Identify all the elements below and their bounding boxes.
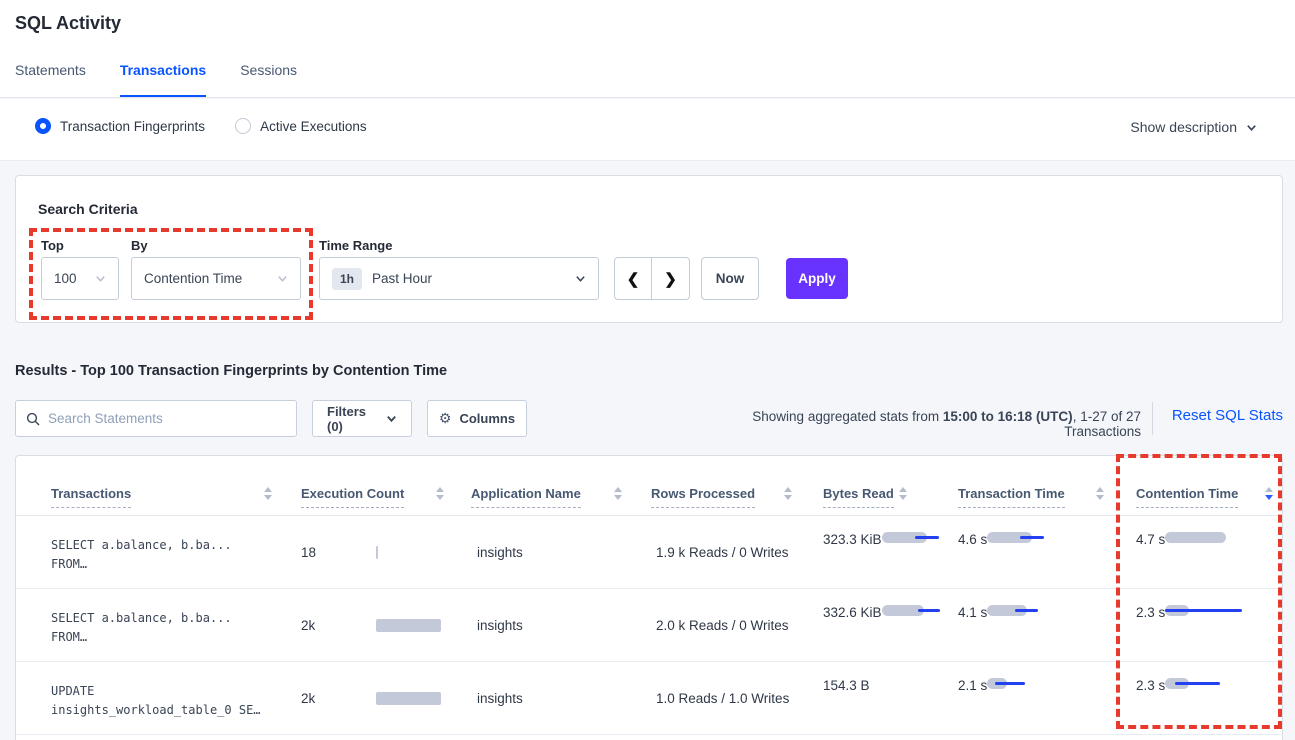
time-nav-group: ❮ ❯ bbox=[614, 257, 690, 300]
chevron-down-icon bbox=[576, 276, 585, 282]
col-header-contention-time[interactable]: Contention Time bbox=[1136, 486, 1239, 508]
col-header-transactions[interactable]: Transactions bbox=[51, 486, 132, 508]
rows-processed-cell: 1.0 Reads / 1.0 Writes bbox=[656, 691, 790, 706]
contention-time-cell: 4.7 s bbox=[1136, 532, 1227, 547]
sort-icon-transactions[interactable] bbox=[264, 487, 272, 500]
stats-time-range: 15:00 to 16:18 (UTC) bbox=[942, 409, 1073, 424]
sort-icon-transaction-time[interactable] bbox=[1096, 487, 1104, 500]
col-header-rows-processed[interactable]: Rows Processed bbox=[651, 486, 756, 508]
table-row: SELECT a.balance, b.ba... FROM… 18 insigh… bbox=[16, 516, 1282, 589]
table-row: SELECT a.balance, b.ba... FROM… 2k insigh… bbox=[16, 589, 1282, 662]
execution-count-bar bbox=[376, 692, 446, 705]
execution-count-cell: 18 bbox=[301, 545, 317, 560]
top-label: Top bbox=[41, 238, 64, 253]
chevron-down-icon bbox=[96, 276, 105, 282]
rows-processed-cell: 2.0 k Reads / 0 Writes bbox=[656, 618, 789, 633]
prev-time-button[interactable]: ❮ bbox=[615, 258, 652, 299]
radio-active-executions[interactable]: Active Executions bbox=[235, 118, 367, 134]
transaction-fingerprint-link[interactable]: SELECT a.balance, b.ba... FROM… bbox=[51, 611, 232, 644]
radio-unselected-icon bbox=[235, 118, 252, 134]
table-header-row: Transactions Execution Count Application… bbox=[16, 456, 1282, 516]
now-button[interactable]: Now bbox=[701, 257, 759, 300]
search-criteria-heading: Search Criteria bbox=[38, 201, 138, 217]
chevron-down-icon bbox=[387, 416, 396, 423]
col-header-transaction-time[interactable]: Transaction Time bbox=[958, 486, 1065, 508]
sort-icon-execution-count[interactable] bbox=[436, 487, 444, 500]
table-row: UPDATE insights_workload_table_0 SE… 2k i… bbox=[16, 662, 1282, 735]
bytes-read-cell: 323.3 KiB bbox=[823, 532, 939, 547]
execution-count-cell: 2k bbox=[301, 691, 316, 706]
view-toggle-band: Transaction Fingerprints Active Executio… bbox=[0, 99, 1295, 161]
search-statements-box bbox=[15, 400, 297, 437]
search-criteria-card: Search Criteria Top 100 By Contention Ti… bbox=[15, 175, 1283, 323]
transaction-time-cell: 4.6 s bbox=[958, 532, 1045, 547]
time-range-badge: 1h bbox=[332, 267, 363, 290]
col-header-application-name[interactable]: Application Name bbox=[471, 486, 581, 508]
application-name-cell: insights bbox=[477, 618, 523, 633]
radio-selected-icon bbox=[35, 118, 51, 134]
chevron-down-icon bbox=[1247, 124, 1256, 131]
top-select[interactable]: 100 bbox=[41, 257, 119, 300]
filters-button[interactable]: Filters (0) bbox=[312, 400, 412, 437]
time-range-select[interactable]: 1h Past Hour bbox=[319, 257, 599, 300]
execution-count-cell: 2k bbox=[301, 618, 316, 633]
gear-icon: ⚙ bbox=[438, 410, 452, 426]
show-description-toggle[interactable]: Show description bbox=[1130, 119, 1257, 135]
page-header: SQL Activity Statements Transactions Ses… bbox=[0, 0, 1295, 98]
transaction-time-cell: 2.1 s bbox=[958, 678, 1026, 693]
tab-statements[interactable]: Statements bbox=[15, 62, 86, 78]
page-title: SQL Activity bbox=[15, 13, 122, 33]
sort-icon-rows-processed[interactable] bbox=[784, 487, 792, 500]
execution-count-bar bbox=[376, 619, 446, 632]
time-range-label: Time Range bbox=[319, 238, 393, 253]
contention-time-cell: 2.3 s bbox=[1136, 605, 1243, 620]
search-icon bbox=[26, 412, 40, 425]
transactions-table: Transactions Execution Count Application… bbox=[15, 454, 1283, 740]
radio-transaction-fingerprints[interactable]: Transaction Fingerprints bbox=[35, 118, 205, 134]
transaction-fingerprint-link[interactable]: SELECT a.balance, b.ba... FROM… bbox=[51, 538, 232, 571]
bytes-read-cell: 154.3 B bbox=[823, 678, 870, 693]
apply-button[interactable]: Apply bbox=[786, 258, 848, 299]
results-heading: Results - Top 100 Transaction Fingerprin… bbox=[15, 363, 448, 379]
by-label: By bbox=[131, 238, 148, 253]
execution-count-bar bbox=[376, 546, 446, 559]
sort-icon-application-name[interactable] bbox=[614, 487, 622, 500]
col-header-bytes-read[interactable]: Bytes Read bbox=[823, 486, 894, 508]
stats-summary: Showing aggregated stats from 15:00 to 1… bbox=[752, 409, 1141, 439]
application-name-cell: insights bbox=[477, 545, 523, 560]
sort-icon-bytes-read[interactable] bbox=[899, 487, 907, 500]
toolbar-divider bbox=[1152, 402, 1153, 435]
col-header-execution-count[interactable]: Execution Count bbox=[301, 486, 405, 508]
bytes-read-cell: 332.6 KiB bbox=[823, 605, 940, 620]
transaction-fingerprint-link[interactable]: UPDATE insights_workload_table_0 SE… bbox=[51, 684, 261, 717]
tab-transactions[interactable]: Transactions bbox=[119, 62, 207, 97]
view-toggle-group: Transaction Fingerprints Active Executio… bbox=[35, 118, 367, 134]
chevron-down-icon bbox=[278, 276, 287, 282]
columns-button[interactable]: ⚙ Columns bbox=[427, 400, 527, 437]
chevron-right-icon: ❯ bbox=[664, 270, 677, 288]
transaction-time-cell: 4.1 s bbox=[958, 605, 1039, 620]
tab-sessions[interactable]: Sessions bbox=[240, 62, 298, 78]
sort-icon-contention-time-desc[interactable] bbox=[1265, 487, 1273, 500]
next-time-button[interactable]: ❯ bbox=[652, 258, 689, 299]
by-select[interactable]: Contention Time bbox=[131, 257, 301, 300]
chevron-left-icon: ❮ bbox=[626, 270, 640, 288]
contention-time-cell: 2.3 s bbox=[1136, 678, 1221, 693]
tab-bar: Statements Transactions Sessions bbox=[15, 62, 297, 97]
application-name-cell: insights bbox=[477, 691, 523, 706]
reset-sql-stats-link[interactable]: Reset SQL Stats bbox=[1171, 407, 1283, 424]
search-input[interactable] bbox=[48, 411, 286, 426]
rows-processed-cell: 1.9 k Reads / 0 Writes bbox=[656, 545, 789, 560]
